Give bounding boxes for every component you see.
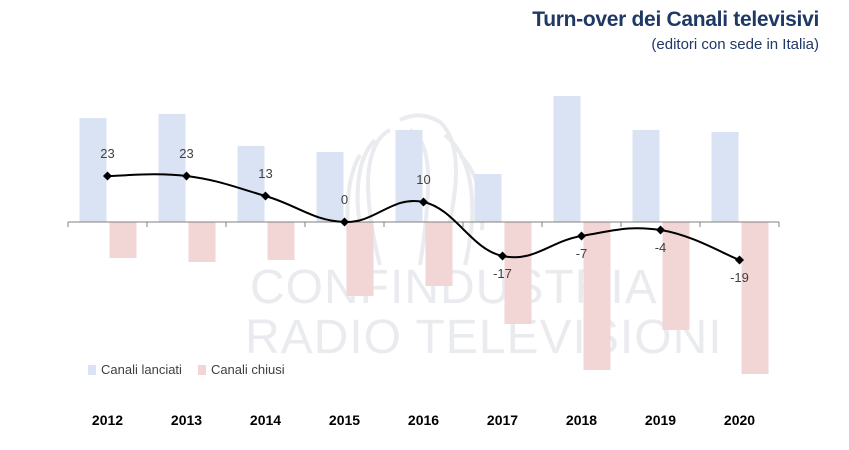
net-marker: [340, 217, 349, 227]
net-marker: [261, 191, 270, 201]
x-axis-label: 2020: [723, 412, 756, 428]
legend-swatch-launched: [88, 364, 96, 375]
legend-item-launched: Canali lanciati: [88, 362, 182, 377]
bar-closed: [662, 222, 690, 330]
data-label: -17: [493, 266, 512, 281]
net-marker: [735, 255, 744, 265]
net-marker: [656, 225, 665, 235]
bar-launched: [632, 130, 660, 222]
net-marker: [103, 171, 112, 181]
legend-label-launched: Canali lanciati: [101, 362, 182, 377]
data-label: -7: [576, 246, 588, 261]
data-label: 10: [416, 172, 430, 187]
bar-closed: [425, 222, 453, 286]
bar-launched: [237, 146, 265, 222]
legend-item-closed: Canali chiusi: [197, 362, 285, 377]
x-axis-label: 2018: [565, 412, 598, 428]
bar-launched: [474, 174, 502, 222]
x-axis-label: 2019: [644, 412, 677, 428]
x-axis-label: 2014: [249, 412, 282, 428]
bar-closed: [267, 222, 295, 260]
bar-closed: [741, 222, 769, 374]
data-label: -19: [730, 270, 749, 285]
net-marker: [182, 171, 191, 181]
bar-closed: [346, 222, 374, 296]
x-axis-label: 2016: [407, 412, 440, 428]
x-axis-label: 2015: [328, 412, 361, 428]
net-marker: [498, 251, 507, 261]
legend-swatch-closed: [197, 364, 206, 375]
net-marker: [577, 231, 586, 241]
bar-closed: [188, 222, 216, 262]
x-axis-label: 2017: [486, 412, 519, 428]
bar-launched: [553, 96, 581, 222]
data-label: 13: [258, 166, 272, 181]
data-label: 0: [341, 192, 348, 207]
x-axis-label: 2012: [91, 412, 124, 428]
x-axis-label: 2013: [170, 412, 203, 428]
chart-legend: Canali lanciati Canali chiusi: [88, 362, 285, 377]
bar-launched: [711, 132, 739, 222]
data-label: -4: [655, 240, 667, 255]
bar-closed: [504, 222, 532, 324]
bar-launched: [316, 152, 344, 222]
bar-launched: [395, 130, 423, 222]
bar-closed: [109, 222, 137, 258]
net-marker: [419, 197, 428, 207]
chart-subtitle: (editori con sede in Italia): [651, 36, 819, 53]
data-label: 23: [100, 146, 114, 161]
chart-title: Turn-over dei Canali televisivi: [532, 8, 819, 31]
bar-launched: [158, 114, 186, 222]
bar-closed: [583, 222, 611, 370]
data-label: 23: [179, 146, 193, 161]
bar-launched: [79, 118, 107, 222]
legend-label-closed: Canali chiusi: [210, 362, 285, 377]
